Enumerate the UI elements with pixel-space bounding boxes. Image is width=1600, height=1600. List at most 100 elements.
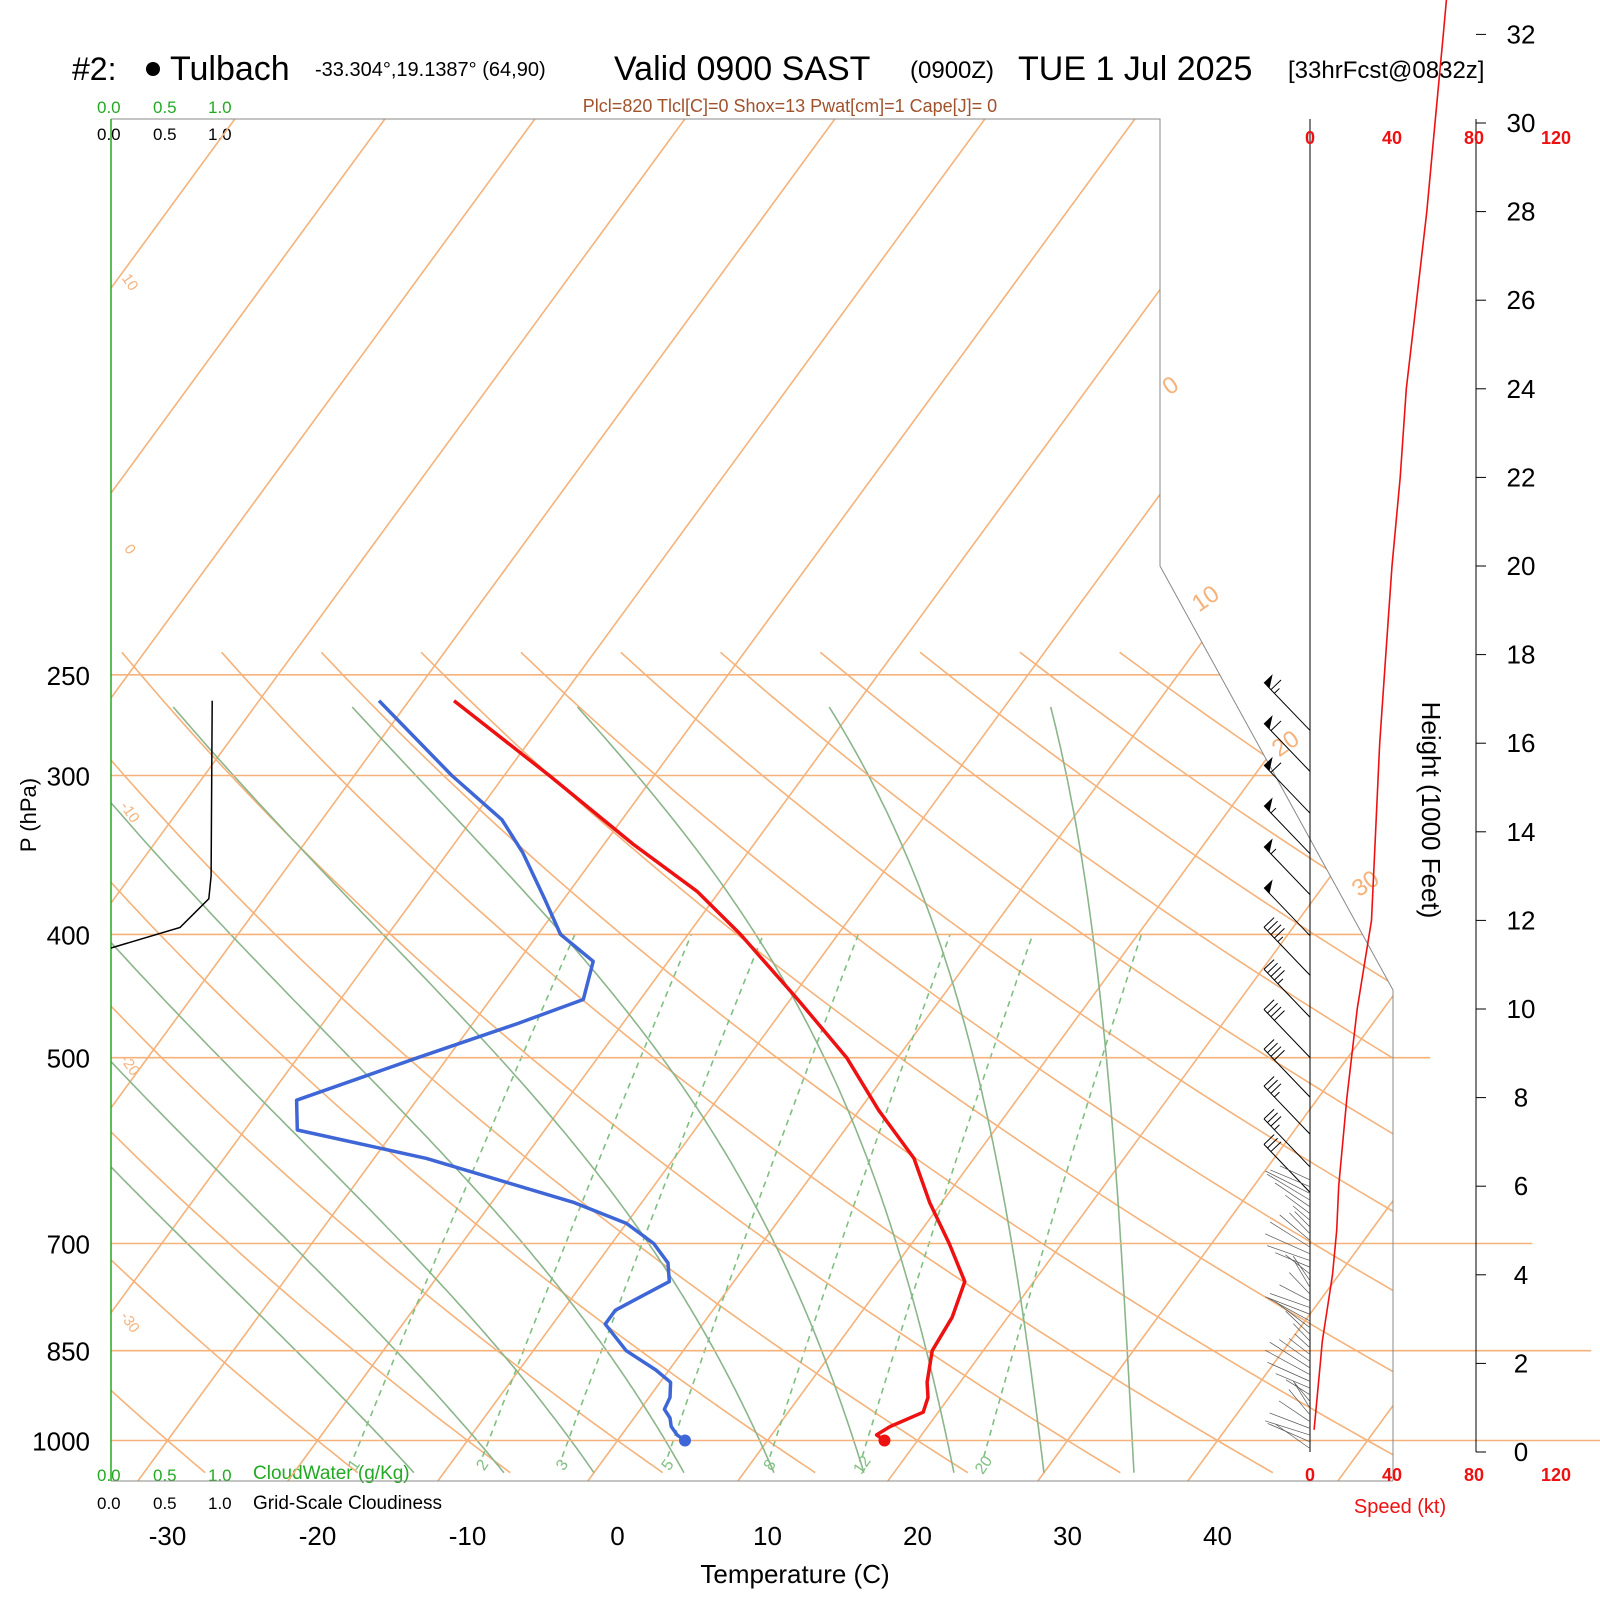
temperature-profile-surface-dot	[878, 1434, 891, 1447]
cloudwater-scale-1: 1.0	[208, 98, 232, 117]
speed-tick-label-top: 0	[1305, 128, 1315, 148]
cloudwater-scale-05-bottom: 0.5	[153, 1466, 177, 1485]
lower-wind-barb	[1285, 1254, 1311, 1275]
temperature-tick-label: 0	[610, 1521, 624, 1551]
dry-adiabat-line	[121, 651, 1121, 1474]
cloudiness-scale-05: 0.5	[153, 125, 177, 144]
temperature-tick-label: 20	[903, 1521, 932, 1551]
temperature-tick-label: 10	[753, 1521, 782, 1551]
wind-barb	[1263, 1134, 1311, 1193]
wind-barb-feather	[1274, 928, 1285, 939]
lower-wind-barb	[1279, 1339, 1311, 1362]
isotherm-label-left: -20	[117, 1052, 143, 1080]
speed-tick-label-bottom: 0	[1305, 1465, 1315, 1485]
lower-wind-barb	[1265, 1296, 1311, 1315]
moist-adiabat-line	[111, 706, 415, 1474]
pressure-tick-label: 400	[47, 920, 90, 950]
valid-zulu: (0900Z)	[910, 57, 994, 84]
height-tick-label: 10	[1507, 994, 1536, 1024]
lower-wind-barb	[1289, 1272, 1311, 1295]
moist-adiabat-line	[1049, 706, 1135, 1473]
height-tick-label: 28	[1507, 197, 1536, 227]
wind-barb-staff	[1263, 926, 1311, 976]
isotherm-label-right: 30	[1347, 865, 1384, 902]
dry-adiabat-line	[0, 652, 53, 1472]
wind-barb-feather	[1270, 679, 1282, 691]
wind-barb-half-feather	[1274, 1091, 1280, 1098]
lower-wind-barb	[1265, 1233, 1311, 1255]
pressure-tick-label: 500	[47, 1044, 90, 1074]
lower-wind-barb	[1267, 1423, 1311, 1443]
wind-barb	[1263, 674, 1311, 731]
location-dot-icon	[146, 62, 160, 76]
speed-tick-label-top: 80	[1464, 128, 1484, 148]
cloudiness-scale-0-bottom: 0.0	[97, 1494, 121, 1513]
wind-barb-feather	[1267, 920, 1278, 932]
wind-barb	[1263, 715, 1311, 772]
isotherm-line	[1037, 119, 1393, 1481]
moist-adiabat-line	[111, 706, 685, 1474]
right-boundary-line	[111, 118, 1394, 1481]
wind-barb-feather	[1263, 1108, 1275, 1120]
dry-adiabat-line	[111, 651, 816, 1474]
speed-tick-label-bottom: 120	[1541, 1465, 1571, 1485]
lower-wind-barb	[1294, 1261, 1311, 1288]
y-axis-title: P (hPa)	[16, 778, 41, 852]
isotherm-line	[0, 119, 85, 1481]
height-axis-title: Height (1000 Feet)	[1416, 702, 1446, 919]
x-axis-title: Temperature (C)	[700, 1559, 889, 1589]
height-tick-label: 24	[1507, 374, 1536, 404]
height-tick-label: 30	[1507, 108, 1536, 138]
valid-date: TUE 1 Jul 2025	[1018, 50, 1252, 88]
wind-barb-feather	[1263, 1076, 1275, 1087]
wind-barb-feather	[1274, 1049, 1285, 1061]
lower-wind-barb	[1279, 1214, 1311, 1241]
wind-barb-staff	[1263, 805, 1311, 855]
wind-barb-staff	[1263, 682, 1311, 731]
wind-barb-feather	[1270, 1116, 1282, 1127]
moist-adiabat-line	[576, 706, 955, 1473]
wind-barb	[1263, 1108, 1311, 1168]
wind-barb-pennant	[1264, 715, 1273, 730]
isotherm-line	[437, 119, 1393, 1481]
wind-barb-feather	[1274, 970, 1285, 981]
mixing-ratio-line	[769, 934, 951, 1458]
wind-barb-feather	[1270, 1083, 1282, 1094]
location-name: Tulbach	[170, 50, 290, 88]
lower-wind-barb	[1288, 1338, 1311, 1355]
height-tick-label: 20	[1507, 551, 1536, 581]
cloudwater-scale-0-bottom: 0.0	[97, 1466, 121, 1485]
wind-barb	[1263, 838, 1311, 895]
thermo-grid	[0, 119, 1600, 1481]
dry-adiabat-line	[111, 651, 664, 1474]
isotherm-label-left: 10	[118, 271, 141, 294]
lower-wind-barb	[1269, 1293, 1311, 1308]
cloudiness-scale-0: 0.0	[97, 125, 121, 144]
wind-barb-staff	[1263, 1085, 1311, 1135]
mixing-ratio-line	[666, 934, 860, 1458]
wind-barb-feather	[1270, 1006, 1282, 1018]
lower-wind-barb	[1289, 1212, 1311, 1234]
cloudwater-label: CloudWater (g/Kg)	[253, 1463, 410, 1484]
height-tick-label: 12	[1507, 905, 1536, 935]
isotherm-line	[111, 119, 836, 1481]
speed-tick-label-top: 40	[1382, 128, 1402, 148]
isotherm-line	[887, 119, 1393, 1481]
height-tick-label: 32	[1507, 19, 1536, 49]
mixing-ratio-label: 3	[553, 1457, 572, 1474]
speed-profile-line	[1313, 0, 1448, 1430]
isotherm-line	[587, 119, 1393, 1481]
dry-adiabat-line	[1519, 652, 1600, 1472]
wind-panel: 0246810121416182022242628303200404080801…	[1263, 0, 1571, 1485]
wind-barb-staff	[1263, 723, 1311, 772]
wind-barb-half-feather	[1277, 978, 1284, 985]
isotherm-line	[1488, 119, 1600, 1481]
lower-wind-barb	[1270, 1169, 1311, 1188]
height-tick-label: 6	[1514, 1171, 1528, 1201]
pressure-tick-label: 250	[47, 661, 90, 691]
wind-barb-staff	[1263, 764, 1311, 814]
wind-barb-half-feather	[1270, 848, 1277, 855]
dry-adiabat-line	[719, 651, 1393, 1474]
